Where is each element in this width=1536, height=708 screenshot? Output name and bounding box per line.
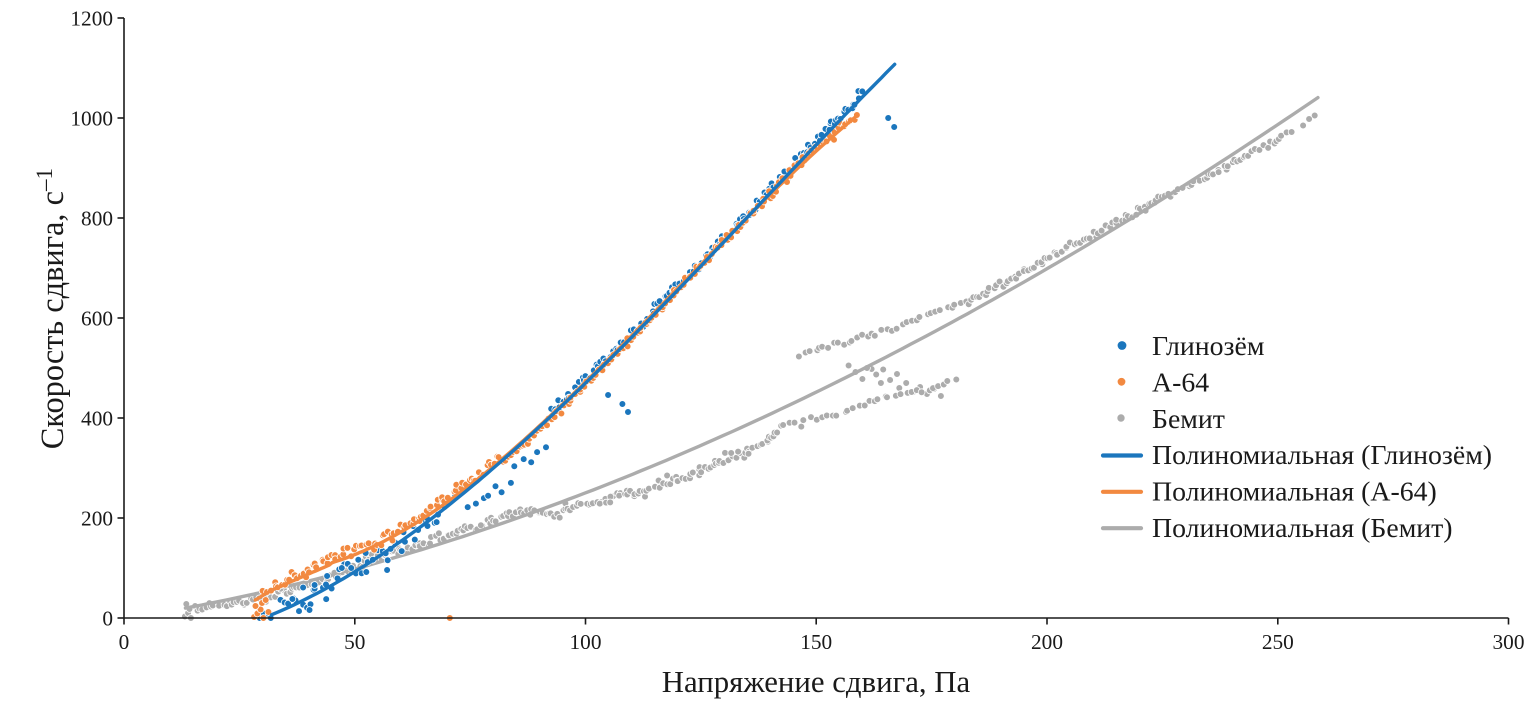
- svg-text:200: 200: [1031, 630, 1063, 654]
- svg-text:Скорость сдвига, с–1: Скорость сдвига, с–1: [32, 168, 71, 449]
- svg-text:50: 50: [344, 630, 365, 654]
- svg-text:Полиномиальная (Бемит): Полиномиальная (Бемит): [1152, 513, 1453, 544]
- svg-text:250: 250: [1262, 630, 1294, 654]
- svg-text:А-64: А-64: [1152, 367, 1209, 398]
- svg-text:0: 0: [119, 630, 130, 654]
- svg-text:100: 100: [570, 630, 602, 654]
- svg-text:300: 300: [1493, 630, 1525, 654]
- svg-text:Бемит: Бемит: [1152, 404, 1225, 435]
- svg-text:Напряжение сдвига, Па: Напряжение сдвига, Па: [662, 665, 971, 699]
- svg-text:800: 800: [81, 207, 113, 231]
- svg-text:600: 600: [81, 307, 113, 331]
- svg-text:1200: 1200: [70, 7, 113, 31]
- svg-text:0: 0: [102, 607, 113, 631]
- svg-text:150: 150: [800, 630, 832, 654]
- svg-text:400: 400: [81, 407, 113, 431]
- svg-text:200: 200: [81, 507, 113, 531]
- svg-text:1000: 1000: [70, 107, 113, 131]
- svg-text:Полиномиальная (Глинозём): Полиномиальная (Глинозём): [1152, 440, 1492, 471]
- svg-text:Глинозём: Глинозём: [1152, 331, 1264, 362]
- svg-text:Полиномиальная (А-64): Полиномиальная (А-64): [1152, 477, 1437, 508]
